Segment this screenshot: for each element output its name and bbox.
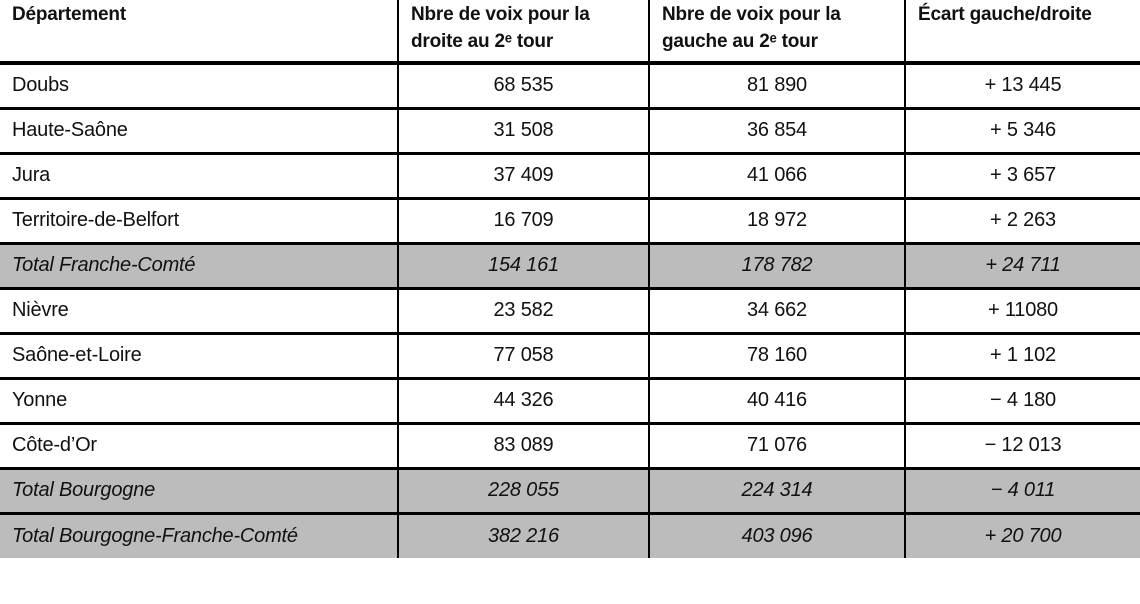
cell-gauche: 36 854: [648, 106, 905, 154]
header-row: Département Nbre de voix pour la droite …: [0, 0, 1140, 66]
cell-droite: 16 709: [397, 196, 649, 244]
cell-droite: 382 216: [397, 511, 649, 559]
table-row: Côte-d’Or 83 089 71 076− 12 013: [0, 421, 1140, 469]
cell-ecart: − 12 013: [904, 421, 1140, 469]
cell-name: Territoire-de-Belfort: [0, 196, 398, 244]
cell-ecart: + 1 102: [904, 331, 1140, 379]
cell-gauche: 41 066: [648, 151, 905, 199]
cell-gauche: 40 416: [648, 376, 905, 424]
cell-gauche: 34 662: [648, 286, 905, 334]
table-row: Nièvre 23 582 34 662 + 11080: [0, 286, 1140, 334]
table-row: Jura 37 409 41 066 + 3 657: [0, 151, 1140, 199]
cell-ecart: + 11080: [904, 286, 1140, 334]
column-header-gauche: Nbre de voix pour la gauche au 2ᵉ tour: [648, 0, 905, 66]
cell-gauche: 224 314: [648, 466, 905, 514]
table-row: Yonne 44 326 40 416− 4 180: [0, 376, 1140, 424]
cell-name: Total Franche-Comté: [0, 241, 398, 289]
cell-gauche: 81 890: [648, 63, 905, 109]
cell-gauche: 18 972: [648, 196, 905, 244]
cell-name: Total Bourgogne: [0, 466, 398, 514]
cell-droite: 23 582: [397, 286, 649, 334]
cell-gauche: 71 076: [648, 421, 905, 469]
cell-ecart: + 24 711: [904, 241, 1140, 289]
cell-name: Yonne: [0, 376, 398, 424]
column-header-ecart: Écart gauche/droite: [904, 0, 1140, 66]
cell-name: Jura: [0, 151, 398, 199]
cell-droite: 68 535: [397, 63, 649, 109]
cell-ecart: + 20 700: [904, 511, 1140, 559]
cell-droite: 228 055: [397, 466, 649, 514]
cell-name: Total Bourgogne-Franche-Comté: [0, 511, 398, 559]
cell-gauche: 78 160: [648, 331, 905, 379]
cell-gauche: 403 096: [648, 511, 905, 559]
cell-ecart: − 4 180: [904, 376, 1140, 424]
total-row: Total Bourgogne 228 055 224 314− 4 011: [0, 466, 1140, 514]
column-header-departement: Département: [0, 0, 398, 66]
cell-droite: 37 409: [397, 151, 649, 199]
cell-ecart: + 5 346: [904, 106, 1140, 154]
cell-ecart: + 2 263: [904, 196, 1140, 244]
cell-ecart: − 4 011: [904, 466, 1140, 514]
table-row: Haute-Saône 31 508 36 854 + 5 346: [0, 106, 1140, 154]
table-row: Doubs 68 535 81 890 + 13 445: [0, 63, 1140, 109]
total-row: Total Bourgogne-Franche-Comté 382 216 403 …: [0, 511, 1140, 559]
total-row: Total Franche-Comté 154 161 178 782 + 24 71…: [0, 241, 1140, 289]
cell-gauche: 178 782: [648, 241, 905, 289]
column-header-droite: Nbre de voix pour la droite au 2ᵉ tour: [397, 0, 649, 66]
cell-droite: 77 058: [397, 331, 649, 379]
results-table: Département Nbre de voix pour la droite …: [0, 0, 1140, 559]
cell-droite: 154 161: [397, 241, 649, 289]
cell-droite: 44 326: [397, 376, 649, 424]
cell-name: Saône-et-Loire: [0, 331, 398, 379]
table-body: Doubs 68 535 81 890 + 13 445 Haute-Saône 31 5…: [0, 63, 1140, 559]
table-row: Saône-et-Loire 77 058 78 160 + 1 102: [0, 331, 1140, 379]
cell-name: Doubs: [0, 63, 398, 109]
cell-droite: 83 089: [397, 421, 649, 469]
cell-ecart: + 3 657: [904, 151, 1140, 199]
table-row: Territoire-de-Belfort 16 709 18 972 + 2 263: [0, 196, 1140, 244]
cell-ecart: + 13 445: [904, 63, 1140, 109]
cell-droite: 31 508: [397, 106, 649, 154]
table-header: Département Nbre de voix pour la droite …: [0, 0, 1140, 66]
cell-name: Côte-d’Or: [0, 421, 398, 469]
cell-name: Haute-Saône: [0, 106, 398, 154]
cell-name: Nièvre: [0, 286, 398, 334]
